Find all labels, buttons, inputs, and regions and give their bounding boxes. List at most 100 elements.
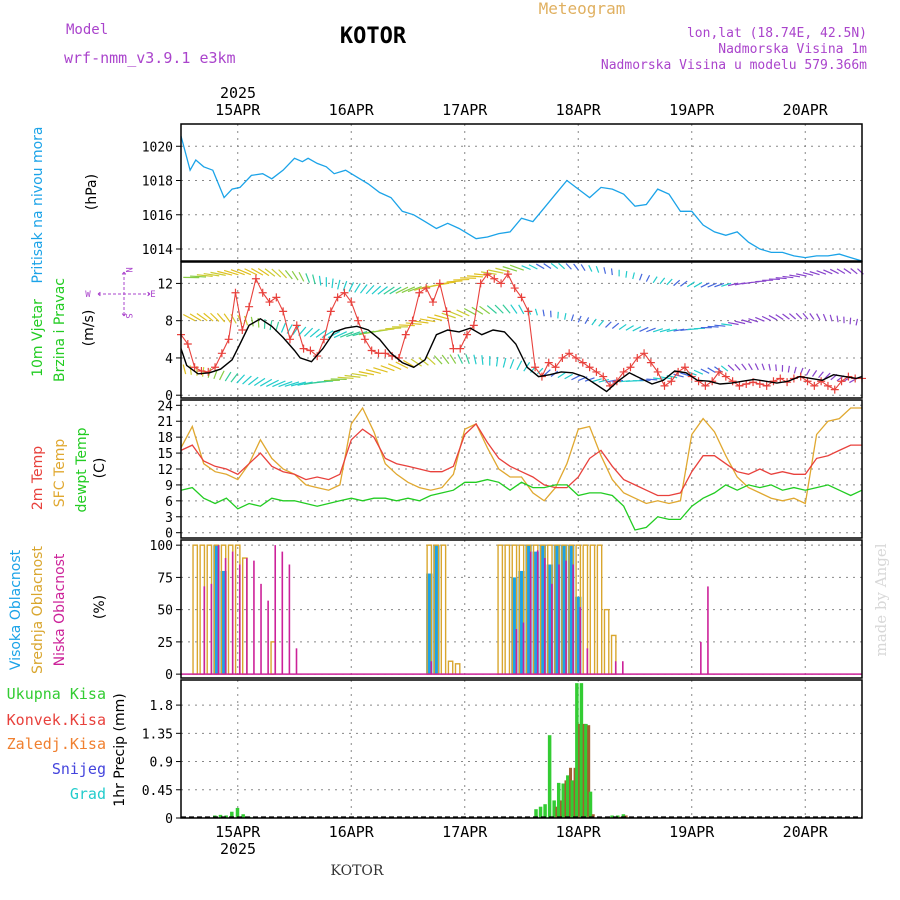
wind-arrow (395, 286, 409, 294)
precip-legend: Ukupna Kisa Konvek.Kisa Zaledj.Kisa Snij… (7, 685, 106, 803)
wind-arrow (182, 364, 187, 375)
gust-marker (585, 363, 594, 372)
temp-ytick-label: 9 (165, 479, 173, 494)
wind-arrow (480, 271, 497, 275)
precip-conv-bar (559, 800, 563, 818)
wind-arrow (558, 262, 566, 270)
gust-marker (524, 307, 533, 316)
precip-total-bar (241, 814, 245, 818)
precip-conv-bar (582, 723, 586, 818)
wind-arrow (591, 318, 597, 326)
wind-arrow (795, 312, 803, 320)
wind-arrow (210, 312, 220, 322)
gust-marker (612, 377, 621, 386)
cloud-ylabel-low: Niska Oblacnost (52, 553, 68, 666)
gust-marker (531, 363, 540, 372)
pressure-ytick-label: 1020 (142, 140, 173, 155)
wind-arrow (481, 355, 484, 365)
wind-arrow (377, 286, 388, 295)
wind-arrow (441, 312, 456, 319)
top-date-label: 18APR (556, 101, 602, 119)
precip-total-bar (556, 782, 561, 818)
wind-arrow (720, 365, 729, 372)
wind-arrow (843, 268, 852, 275)
wind-arrow (598, 319, 605, 327)
wind-frame (180, 261, 863, 399)
wind-arrow (787, 365, 790, 373)
wind-arrow (284, 269, 293, 280)
chart-title: Meteogram (539, 0, 626, 18)
gust-marker (272, 293, 281, 302)
wind-arrow (535, 263, 545, 270)
wind-arrow (189, 313, 202, 322)
gust-marker (626, 363, 635, 372)
precip-conv-bar (591, 814, 595, 818)
gust-marker (721, 372, 730, 381)
temp-ytick-label: 12 (157, 463, 173, 478)
wind-arrow (210, 271, 226, 276)
wind-ytick-label: 8 (165, 315, 173, 330)
wind-arrow (761, 363, 765, 371)
gust-marker (258, 288, 267, 297)
wind-arrow (855, 318, 859, 326)
bottom-time-labels: 15APR 16APR 17APR 18APR 19APR 20APR (215, 823, 829, 841)
wind-arrow (407, 285, 422, 293)
wind-arrow (223, 313, 231, 323)
gust-marker (463, 330, 472, 339)
wind-arrow (327, 330, 341, 339)
precip-ytick-label: 0 (165, 812, 173, 827)
top-time-labels: 15APR 16APR 17APR 18APR 19APR 20APR (215, 101, 829, 119)
wind-arrow (570, 314, 575, 322)
wind-arrow (542, 309, 545, 317)
wind-arrow (768, 314, 778, 321)
bottom-date-label: 15APR (215, 823, 261, 841)
wind-arrow (700, 368, 710, 374)
gust-marker (660, 381, 669, 390)
gust-marker (551, 363, 560, 372)
wind-arrow (433, 355, 443, 365)
gust-marker (578, 358, 587, 367)
gust-marker (285, 335, 294, 344)
wind-arrow (395, 361, 409, 369)
cloud-high-bar (546, 564, 554, 675)
precip-total-bar (547, 735, 552, 818)
pressure-ytick-label: 1016 (142, 209, 173, 224)
gust-marker (265, 298, 274, 307)
wind-arrow (680, 372, 691, 377)
wind-arrow (333, 331, 347, 339)
gust-marker (483, 270, 492, 279)
legend-frozen-rain: Zaledj.Kisa (7, 735, 106, 753)
precip-ytick-label: 0.9 (150, 756, 173, 771)
wind-arrow (312, 274, 316, 285)
gust-marker (592, 367, 601, 376)
wind-arrow (237, 268, 252, 276)
wind-arrow (829, 268, 839, 275)
wind-arrow (809, 271, 820, 276)
gust-marker (510, 284, 519, 293)
wind-arrow (829, 314, 833, 322)
wind-arrow (768, 363, 771, 371)
gust-marker (217, 349, 226, 358)
wind-arrow (618, 323, 627, 330)
wind-arrow (337, 376, 354, 379)
wind-arrow (775, 314, 784, 320)
cloud-high-bar (525, 545, 532, 675)
gust-marker (640, 349, 649, 358)
wind-arrow (244, 268, 258, 276)
wind-arrow (782, 313, 790, 320)
wind-arrow (693, 281, 703, 288)
gust-marker (823, 381, 832, 390)
wind-arrow (257, 268, 270, 277)
wind-arrow (502, 357, 507, 368)
gust-marker (544, 358, 553, 367)
wind-arrow (536, 367, 544, 375)
gust-marker (769, 377, 778, 386)
wind-arrow (748, 318, 759, 323)
gust-marker (381, 349, 390, 358)
wind-arrow (196, 274, 213, 277)
gust-marker (476, 279, 485, 288)
temp-ytick-label: 3 (165, 511, 173, 526)
wind-speed-line (180, 317, 863, 393)
wind-arrow (603, 267, 607, 274)
wind-arrow (755, 280, 767, 283)
